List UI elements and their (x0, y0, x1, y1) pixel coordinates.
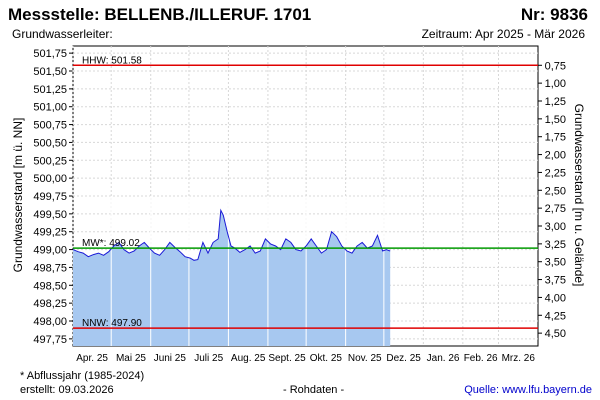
x-tick-label: Juli 25 (194, 353, 223, 364)
source-link[interactable]: Quelle: www.lfu.bayern.de (464, 384, 592, 396)
y-right-tick-label: 0,75 (545, 60, 566, 72)
y-right-tick-label: 3,00 (545, 221, 566, 233)
y-tick-label: 501,50 (33, 66, 67, 78)
station-number: Nr: 9836 (520, 5, 588, 24)
y-right-tick-label: 1,25 (545, 96, 566, 108)
x-tick-label: Juni 25 (154, 353, 187, 364)
x-tick-label: Aug. 25 (231, 353, 266, 364)
x-tick-label: Sept. 25 (268, 353, 306, 364)
y-tick-label: 500,25 (33, 155, 67, 167)
y-axis-label-right: Grundwasserstand [m u. Gelände] (572, 103, 586, 287)
y-right-tick-label: 4,00 (545, 292, 566, 304)
x-tick-label: Mai 25 (116, 353, 146, 364)
y-tick-label: 500,75 (33, 120, 67, 132)
y-tick-label: 500,00 (33, 173, 67, 185)
y-tick-label: 497,75 (33, 334, 67, 346)
aquifer-label: Grundwasserleiter: (12, 27, 113, 41)
y-right-tick-label: 2,50 (545, 185, 566, 197)
footnote: * Abflussjahr (1985-2024) (20, 370, 145, 382)
y-tick-label: 500,50 (33, 137, 67, 149)
y-right-tick-label: 4,25 (545, 310, 566, 322)
y-right-tick-label: 3,25 (545, 239, 566, 251)
y-right-tick-label: 1,75 (545, 132, 566, 144)
y-right-tick-label: 2,00 (545, 150, 566, 162)
x-tick-label: Dez. 25 (386, 353, 421, 364)
period-label: Zeitraum: Apr 2025 - Mär 2026 (421, 27, 585, 41)
y-right-tick-label: 2,25 (545, 167, 566, 179)
x-tick-label: Nov. 25 (348, 353, 382, 364)
x-tick-label: Apr. 25 (76, 353, 108, 364)
x-tick-label: Okt. 25 (310, 353, 343, 364)
y-right-tick-label: 3,75 (545, 275, 566, 287)
data-type-label: - Rohdaten - (283, 384, 345, 396)
y-right-tick-label: 3,50 (545, 257, 566, 269)
x-tick-label: Feb. 26 (464, 353, 498, 364)
reference-label: HHW: 501.58 (82, 55, 142, 66)
series-area (73, 210, 391, 346)
y-tick-label: 499,00 (33, 245, 67, 257)
y-tick-label: 499,25 (33, 227, 67, 239)
y-tick-label: 498,50 (33, 280, 67, 292)
y-tick-label: 499,50 (33, 209, 67, 221)
x-tick-label: Jan. 26 (427, 353, 460, 364)
y-tick-label: 498,00 (33, 316, 67, 328)
y-right-tick-label: 2,75 (545, 203, 566, 215)
y-axis-label-left: Grundwasserstand [m ü. NN] (11, 117, 25, 273)
y-tick-label: 498,25 (33, 298, 67, 310)
y-tick-label: 501,75 (33, 48, 67, 60)
y-right-tick-label: 1,50 (545, 114, 566, 126)
x-tick-label: Mrz. 26 (502, 353, 536, 364)
y-tick-label: 501,25 (33, 84, 67, 96)
reference-label: NNW: 497.90 (82, 318, 142, 329)
y-tick-label: 498,75 (33, 262, 67, 274)
reference-label: MW*: 499.02 (82, 238, 140, 249)
created-date: erstellt: 09.03.2026 (20, 384, 114, 396)
y-tick-label: 499,75 (33, 191, 67, 203)
y-right-tick-label: 4,50 (545, 328, 566, 340)
y-tick-label: 501,00 (33, 102, 67, 114)
station-title: Messstelle: BELLENB./ILLERUF. 1701 (8, 5, 312, 24)
series-line (72, 208, 391, 261)
y-right-tick-label: 1,00 (545, 78, 566, 90)
